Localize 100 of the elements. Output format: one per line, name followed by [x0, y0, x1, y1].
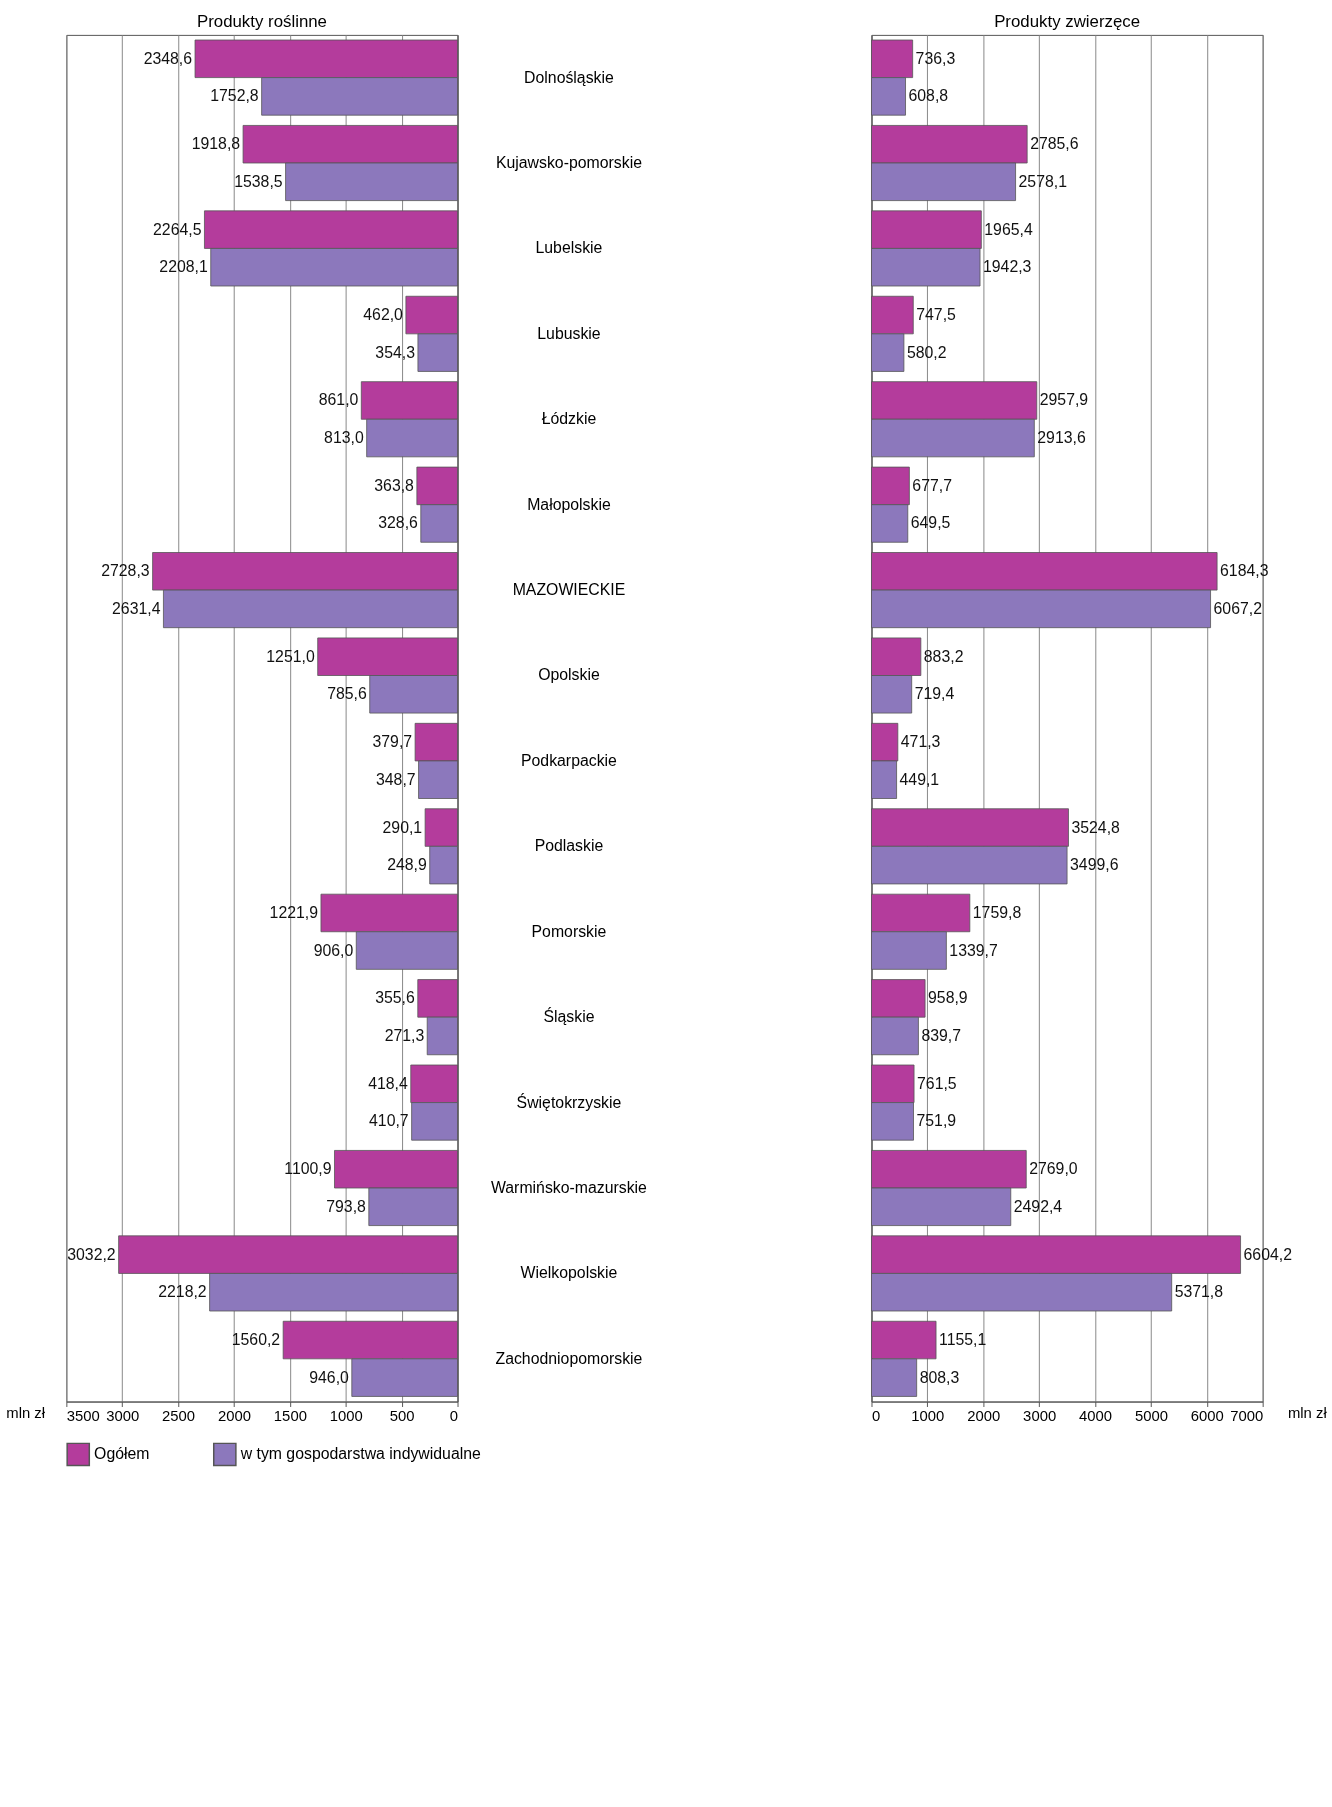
y-tick-label: Opolskie — [538, 666, 600, 684]
data-label: 1560,2 — [231, 1331, 281, 1348]
x-tick-label: 1000 — [329, 1407, 363, 1424]
data-label: 6184,3 — [1220, 562, 1269, 580]
data-label: 2728,3 — [101, 562, 150, 580]
data-label: 248,9 — [387, 856, 427, 874]
y-tick-label: Łódzkie — [541, 410, 597, 428]
data-label: 271,3 — [384, 1026, 425, 1044]
data-label: 1752,8 — [210, 87, 259, 105]
data-label: 719,4 — [914, 685, 955, 703]
x-tick-label: 5000 — [1134, 1407, 1168, 1424]
x-axis-title: mln zł — [6, 1404, 46, 1421]
y-tick-label: Kujawsko-pomorskie — [495, 153, 643, 171]
x-tick-label: 0 — [871, 1407, 881, 1424]
chart-title: Produkty roślinne — [196, 11, 327, 31]
legend-label: Ogółem — [94, 1445, 150, 1463]
data-label: 462,0 — [363, 306, 404, 323]
data-label: 2348,6 — [143, 49, 193, 67]
data-label: 290,1 — [382, 818, 423, 836]
y-tick-label: Pomorskie — [531, 922, 607, 940]
data-label: 2957,9 — [1039, 391, 1089, 409]
data-label: 1339,7 — [949, 941, 998, 959]
x-tick-label: 0 — [449, 1407, 459, 1424]
x-tick-label: 500 — [389, 1407, 415, 1424]
data-label: 2208,1 — [159, 258, 208, 276]
y-tick-label: Warmińsko-mazurskie — [490, 1178, 648, 1196]
y-tick-label: Małopolskie — [527, 495, 611, 513]
data-label: 906,0 — [313, 941, 354, 959]
data-label: 2631,4 — [112, 599, 161, 617]
data-label: 363,8 — [374, 476, 415, 494]
data-label: 808,3 — [919, 1368, 960, 1386]
data-label: 751,9 — [916, 1112, 957, 1130]
x-tick-label: 2000 — [967, 1407, 1001, 1424]
data-label: 2218,2 — [158, 1283, 207, 1301]
data-label: 580,2 — [906, 343, 947, 361]
chart-title: Produkty zwierzęce — [994, 11, 1141, 31]
y-tick-label: Zachodniopomorskie — [495, 1349, 643, 1367]
x-tick-label: 2500 — [162, 1407, 196, 1424]
data-label: 1942,3 — [983, 258, 1032, 276]
data-label: 839,7 — [921, 1026, 961, 1044]
y-tick-label: Podkarpackie — [520, 751, 618, 769]
data-label: 328,6 — [378, 514, 419, 532]
x-tick-label: 7000 — [1230, 1407, 1264, 1424]
data-label: 736,3 — [915, 49, 956, 67]
data-label: 3032,2 — [67, 1245, 116, 1263]
data-label: 649,5 — [910, 514, 951, 532]
data-label: 471,3 — [900, 733, 941, 751]
y-tick-label: Podlaskie — [534, 837, 604, 855]
data-label: 379,7 — [372, 733, 413, 751]
data-label: 348,7 — [375, 770, 416, 788]
data-label: 2492,4 — [1013, 1197, 1063, 1215]
x-tick-label: 1500 — [273, 1407, 307, 1424]
data-label: 355,6 — [375, 989, 416, 1007]
y-tick-label: Świętokrzyskie — [516, 1092, 622, 1111]
x-tick-label: 4000 — [1079, 1407, 1113, 1424]
data-label: 2785,6 — [1030, 135, 1079, 153]
data-label: 793,8 — [326, 1197, 367, 1215]
data-label: 2578,1 — [1018, 172, 1068, 190]
y-tick-label: Lubuskie — [537, 324, 601, 342]
data-label: 2913,6 — [1037, 429, 1086, 446]
data-label: 677,7 — [912, 476, 952, 494]
x-tick-label: 2000 — [217, 1407, 252, 1424]
data-label: 5371,8 — [1174, 1283, 1224, 1301]
data-label: 861,0 — [318, 391, 359, 409]
data-label: 3524,8 — [1071, 818, 1121, 836]
x-tick-label: 1000 — [911, 1407, 945, 1424]
y-tick-label: Dolnośląskie — [524, 68, 615, 86]
y-tick-label: Śląskie — [543, 1007, 595, 1026]
data-label: 1221,9 — [269, 903, 319, 921]
data-label: 418,4 — [368, 1074, 408, 1092]
data-label: 608,8 — [908, 87, 949, 105]
data-label: 2264,5 — [153, 220, 202, 238]
x-tick-label: 3000 — [1023, 1407, 1057, 1424]
data-label: 1100,9 — [284, 1160, 332, 1178]
data-label: 1251,0 — [266, 647, 315, 665]
data-label: 1538,5 — [234, 172, 283, 190]
data-label: 761,5 — [917, 1074, 957, 1092]
x-axis-title: mln zł — [1287, 1404, 1328, 1421]
data-label: 813,0 — [324, 429, 364, 446]
x-tick-label: 6000 — [1190, 1407, 1224, 1424]
data-label: 1155,1 — [939, 1331, 987, 1348]
data-label: 6067,2 — [1213, 599, 1262, 617]
data-label: 1965,4 — [984, 220, 1033, 238]
data-label: 3499,6 — [1070, 856, 1119, 874]
x-tick-label: 3000 — [106, 1407, 140, 1424]
x-tick-label: 3500 — [66, 1407, 100, 1424]
data-label: 785,6 — [327, 685, 367, 703]
y-tick-label: Wielkopolskie — [520, 1264, 618, 1282]
y-tick-label: MAZOWIECKIE — [512, 581, 626, 599]
data-label: 1918,8 — [191, 135, 241, 153]
data-label: 410,7 — [369, 1112, 409, 1130]
legend-label: w tym gospodarstwa indywidualne — [239, 1445, 482, 1463]
data-label: 958,9 — [928, 989, 968, 1007]
data-label: 2769,0 — [1029, 1160, 1078, 1178]
data-label: 946,0 — [309, 1368, 350, 1386]
data-label: 449,1 — [899, 770, 940, 788]
data-label: 747,5 — [916, 306, 957, 323]
y-tick-label: Lubelskie — [535, 239, 603, 257]
data-label: 1759,8 — [972, 903, 1022, 921]
data-label: 883,2 — [923, 647, 964, 665]
